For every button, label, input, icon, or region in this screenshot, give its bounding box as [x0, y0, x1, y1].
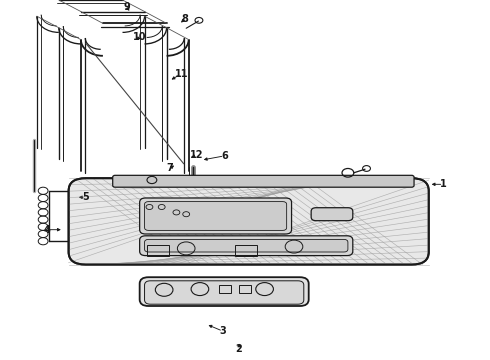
FancyBboxPatch shape — [145, 202, 287, 230]
Bar — [219, 285, 231, 293]
Text: 7: 7 — [167, 163, 173, 174]
Text: 6: 6 — [221, 151, 228, 161]
FancyBboxPatch shape — [145, 281, 304, 304]
Text: 4: 4 — [43, 225, 50, 235]
FancyBboxPatch shape — [145, 239, 348, 252]
Bar — [147, 245, 169, 256]
Bar — [239, 285, 251, 293]
Bar — [235, 245, 257, 256]
Text: 11: 11 — [174, 69, 188, 79]
Text: 9: 9 — [123, 2, 130, 12]
FancyBboxPatch shape — [140, 236, 353, 256]
Text: 12: 12 — [190, 150, 204, 160]
FancyBboxPatch shape — [140, 198, 292, 234]
FancyBboxPatch shape — [140, 277, 309, 306]
Text: 10: 10 — [133, 32, 147, 42]
Text: 5: 5 — [82, 192, 89, 202]
FancyBboxPatch shape — [113, 175, 414, 187]
Text: 2: 2 — [236, 344, 243, 354]
Text: 1: 1 — [440, 179, 447, 189]
FancyBboxPatch shape — [69, 178, 429, 265]
Text: 8: 8 — [182, 14, 189, 24]
Text: 3: 3 — [220, 326, 226, 336]
FancyBboxPatch shape — [311, 208, 353, 221]
